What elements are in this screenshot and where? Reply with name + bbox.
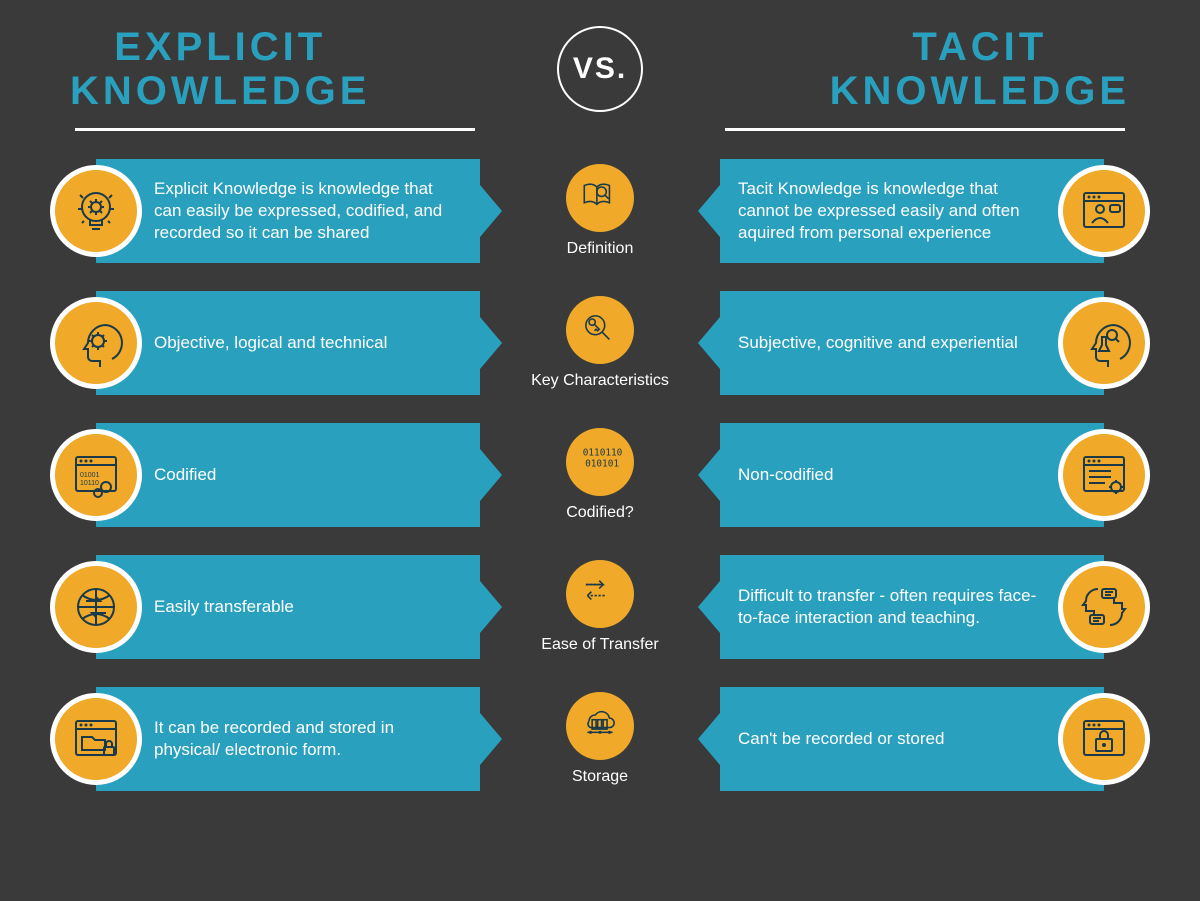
right-card: Non-codified	[720, 423, 1150, 527]
cloud-server-icon	[566, 692, 634, 760]
comparison-row: Explicit Knowledge is knowledge that can…	[50, 159, 1150, 263]
center-label: Ease of Transfer	[541, 636, 658, 654]
center-category: Key Characteristics	[515, 296, 685, 390]
heads-chat-icon	[1058, 561, 1150, 653]
right-card: Difficult to transfer - often requires f…	[720, 555, 1150, 659]
center-category: Codified?	[515, 428, 685, 522]
right-card-text: Tacit Knowledge is knowledge that cannot…	[720, 159, 1104, 263]
center-label: Definition	[567, 240, 634, 258]
left-card-text: Objective, logical and technical	[96, 291, 480, 395]
header: EXPLICIT KNOWLEDGE VS. TACIT KNOWLEDGE	[0, 0, 1200, 128]
key-magnify-icon	[566, 296, 634, 364]
center-category: Storage	[515, 692, 685, 786]
browser-lines-gear-icon	[1058, 429, 1150, 521]
left-card: It can be recorded and stored in physica…	[50, 687, 480, 791]
binary-icon	[566, 428, 634, 496]
browser-teacher-icon	[1058, 165, 1150, 257]
title-right: TACIT KNOWLEDGE	[830, 25, 1130, 113]
center-category: Ease of Transfer	[515, 560, 685, 654]
left-card-text: Easily transferable	[96, 555, 480, 659]
center-category: Definition	[515, 164, 685, 258]
book-search-icon	[566, 164, 634, 232]
left-card-text: Codified	[96, 423, 480, 527]
left-card-text: Explicit Knowledge is knowledge that can…	[96, 159, 480, 263]
head-science-icon	[1058, 297, 1150, 389]
head-gear-icon	[50, 297, 142, 389]
left-card: Easily transferable	[50, 555, 480, 659]
comparison-row: Codified Codified? Non-codified	[50, 423, 1150, 527]
right-card: Can't be recorded or stored	[720, 687, 1150, 791]
right-card: Tacit Knowledge is knowledge that cannot…	[720, 159, 1150, 263]
arrows-bidir-icon	[566, 560, 634, 628]
browser-binary-gears-icon	[50, 429, 142, 521]
lightbulb-gear-icon	[50, 165, 142, 257]
left-card: Codified	[50, 423, 480, 527]
left-card: Explicit Knowledge is knowledge that can…	[50, 159, 480, 263]
browser-lock-icon	[1058, 693, 1150, 785]
right-card-text: Subjective, cognitive and experiential	[720, 291, 1104, 395]
right-card: Subjective, cognitive and experiential	[720, 291, 1150, 395]
title-left: EXPLICIT KNOWLEDGE	[70, 25, 370, 113]
right-card-text: Can't be recorded or stored	[720, 687, 1104, 791]
left-card: Objective, logical and technical	[50, 291, 480, 395]
comparison-row: It can be recorded and stored in physica…	[50, 687, 1150, 791]
globe-arrows-icon	[50, 561, 142, 653]
browser-folder-lock-icon	[50, 693, 142, 785]
center-label: Storage	[572, 768, 628, 786]
comparison-rows: Explicit Knowledge is knowledge that can…	[0, 159, 1200, 839]
comparison-row: Easily transferable Ease of Transfer Dif…	[50, 555, 1150, 659]
center-label: Codified?	[566, 504, 634, 522]
vs-badge: VS.	[557, 26, 643, 112]
right-card-text: Difficult to transfer - often requires f…	[720, 555, 1104, 659]
left-card-text: It can be recorded and stored in physica…	[96, 687, 480, 791]
title-dividers	[0, 128, 1200, 159]
center-label: Key Characteristics	[531, 372, 669, 390]
right-card-text: Non-codified	[720, 423, 1104, 527]
comparison-row: Objective, logical and technical Key Cha…	[50, 291, 1150, 395]
